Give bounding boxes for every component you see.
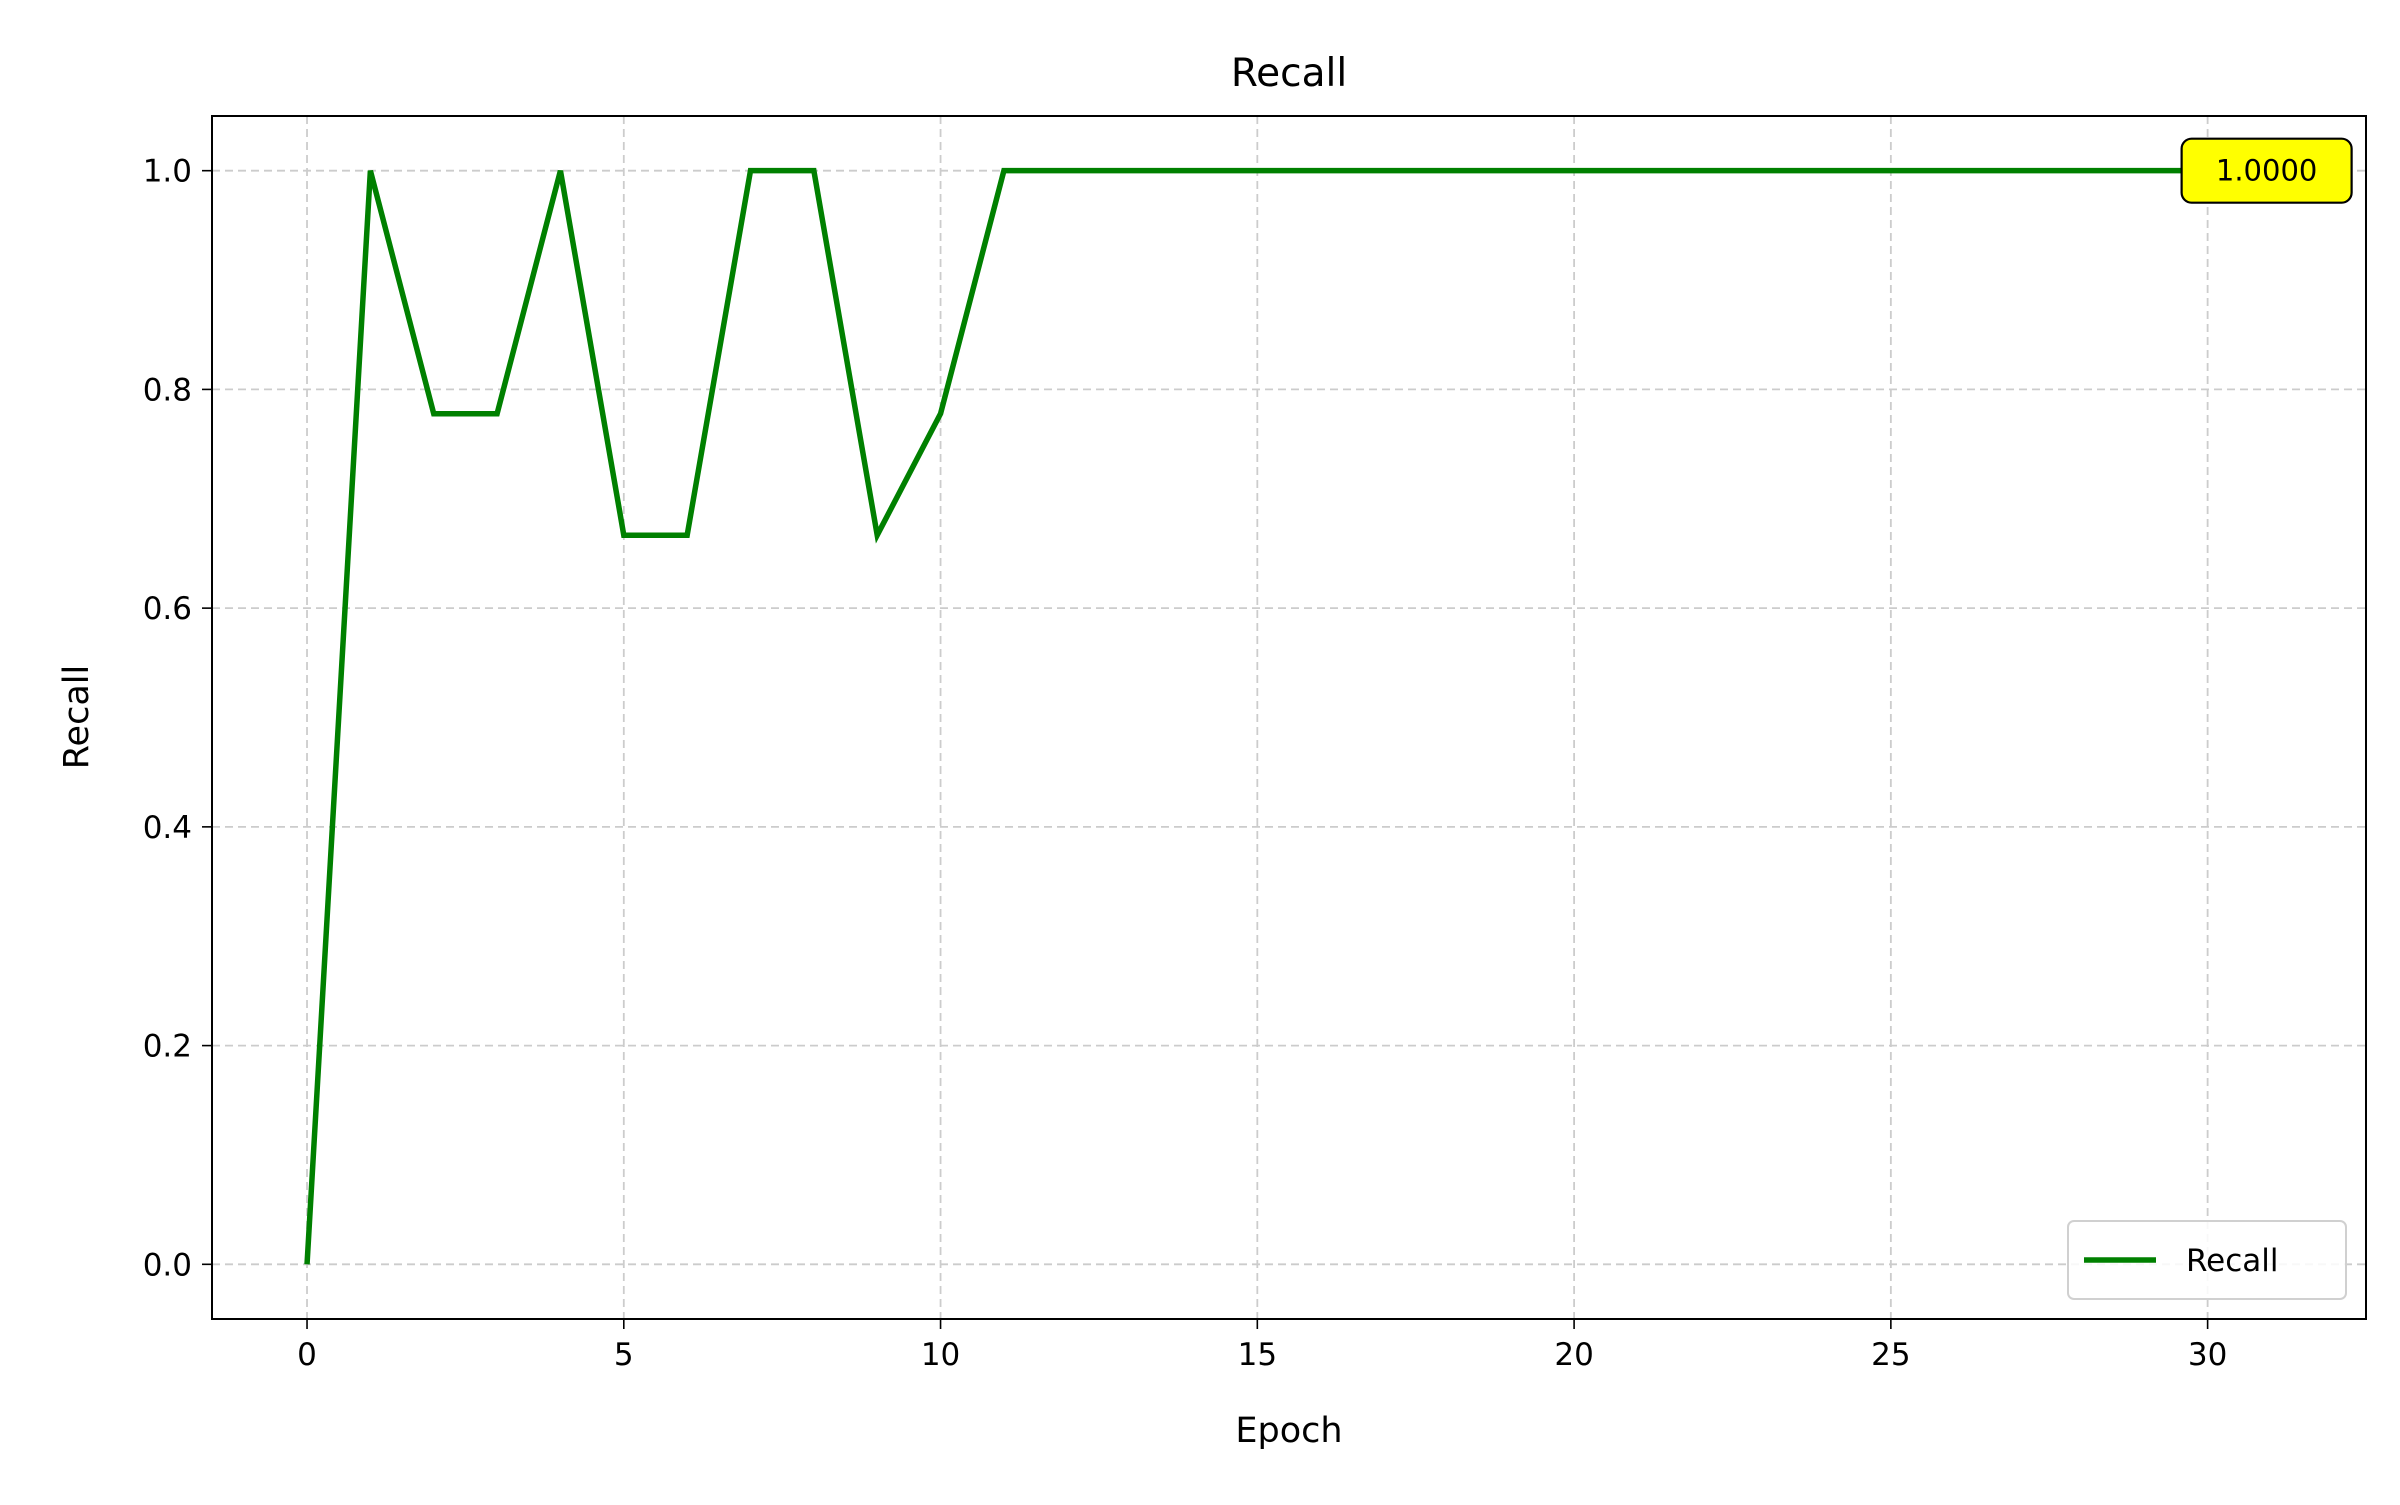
y-tick-label: 0.0 — [143, 1247, 192, 1283]
x-tick-label: 0 — [297, 1337, 317, 1373]
y-tick-label: 1.0 — [143, 154, 192, 190]
legend-label: Recall — [2186, 1243, 2279, 1279]
annotation-label: 1.0000 — [2216, 154, 2317, 188]
chart-title: Recall — [1231, 51, 1347, 96]
grid — [212, 116, 2366, 1319]
y-tick-label: 0.6 — [143, 591, 192, 627]
series-line-recall — [304, 167, 2208, 1265]
plot-frame — [211, 115, 2367, 1320]
y-tick-label: 0.2 — [143, 1029, 192, 1065]
x-tick-label: 10 — [921, 1337, 960, 1373]
y-axis-label: Recall — [57, 665, 97, 769]
y-tick-label: 0.8 — [143, 372, 192, 408]
x-tick-label: 30 — [2188, 1337, 2227, 1373]
x-tick-label: 15 — [1238, 1337, 1277, 1373]
legend-box — [2067, 1220, 2347, 1300]
y-tick-label: 0.4 — [143, 810, 192, 846]
x-tick-label: 5 — [614, 1337, 634, 1373]
x-axis-label: Epoch — [1235, 1411, 1342, 1451]
annotation-box — [2180, 137, 2353, 204]
axis-ticks: 0 5 10 15 20 25 30 0.0 0.2 0.4 0.6 0.8 1.0 — [143, 154, 2228, 1373]
x-tick-label: 20 — [1554, 1337, 1593, 1373]
x-tick-label: 25 — [1871, 1337, 1910, 1373]
series-layer — [304, 167, 2208, 1265]
annotation: 1.0000 — [2180, 137, 2353, 204]
legend: Recall — [2067, 1220, 2347, 1300]
